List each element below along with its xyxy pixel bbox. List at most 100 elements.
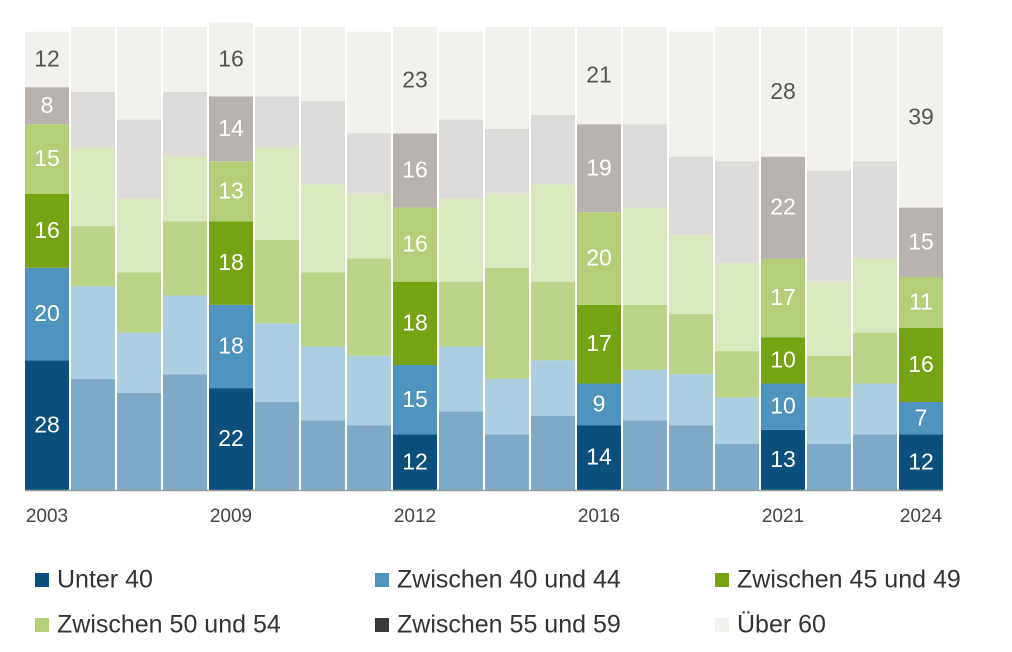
- value-label: 10: [770, 393, 796, 419]
- bar-segment: [899, 277, 943, 328]
- bar-segment: [577, 304, 621, 384]
- bar-segment: [531, 415, 575, 490]
- bar-segment: [393, 207, 437, 282]
- bar-segment: [807, 281, 851, 356]
- bar-segment: [853, 161, 897, 259]
- bar-segment: [715, 397, 759, 444]
- bar-segment: [117, 272, 161, 333]
- bar-segment: [347, 355, 391, 426]
- legend-marker: [35, 573, 49, 587]
- bar-segment: [439, 31, 483, 120]
- bar-segment: [163, 374, 207, 490]
- bar-segment: [485, 128, 529, 194]
- value-label: 12: [34, 45, 60, 71]
- bar-segment: [347, 425, 391, 490]
- value-label: 7: [915, 404, 928, 430]
- bar-segment: [761, 27, 805, 157]
- bar-segment: [25, 87, 69, 125]
- x-tick-label: 2024: [900, 506, 943, 527]
- value-label: 15: [908, 228, 934, 254]
- bar-segment: [439, 281, 483, 347]
- value-label: 22: [218, 425, 244, 451]
- value-label: 28: [770, 78, 796, 104]
- bar-segment: [669, 314, 713, 375]
- bar-segment: [669, 31, 713, 157]
- bar-segment: [853, 27, 897, 162]
- bar-segment: [577, 212, 621, 305]
- bar-segment: [393, 281, 437, 365]
- value-label: 20: [34, 300, 60, 326]
- value-label: 16: [908, 351, 934, 377]
- value-label: 16: [34, 217, 60, 243]
- value-label: 11: [909, 289, 933, 315]
- legend-label: Zwischen 55 und 59: [397, 611, 621, 639]
- legend-label: Zwischen 45 und 49: [737, 566, 961, 594]
- value-label: 39: [908, 103, 934, 129]
- bar-segment: [25, 124, 69, 194]
- bar-segment: [485, 27, 529, 129]
- bar-segment: [301, 272, 345, 347]
- bar-segment: [853, 434, 897, 490]
- value-label: 14: [586, 444, 612, 470]
- legend-marker: [715, 573, 729, 587]
- bar-segment: [301, 346, 345, 421]
- bar-segment: [531, 360, 575, 416]
- bar-segment: [347, 193, 391, 259]
- bar-segment: [71, 147, 115, 227]
- bar-segment: [485, 193, 529, 268]
- value-label: 12: [908, 448, 934, 474]
- bar-segment: [669, 235, 713, 315]
- bar-segment: [715, 161, 759, 264]
- bar-segment: [761, 258, 805, 338]
- bar-segment: [669, 156, 713, 236]
- bar-segment: [715, 443, 759, 490]
- legend-label: Zwischen 40 und 44: [397, 566, 621, 594]
- value-label: 21: [586, 62, 612, 88]
- bar-segment: [347, 31, 391, 134]
- bar-segment: [577, 425, 621, 490]
- bar-segment: [71, 286, 115, 379]
- bar-segment: [669, 425, 713, 490]
- bar-segment: [71, 91, 115, 148]
- bar-segment: [117, 119, 161, 199]
- bar-segment: [71, 226, 115, 287]
- bar-segment: [163, 295, 207, 375]
- bar-segment: [577, 124, 621, 213]
- bar-segment: [71, 378, 115, 490]
- legend-label: Über 60: [737, 611, 826, 639]
- bar-segment: [439, 198, 483, 282]
- bar-segment: [853, 332, 897, 384]
- bar-segment: [531, 184, 575, 282]
- bar-segment: [393, 27, 437, 134]
- bar-segment: [255, 147, 299, 240]
- value-label: 22: [770, 194, 796, 220]
- bar-segment: [669, 374, 713, 426]
- legend-marker: [715, 618, 729, 632]
- bar-segment: [439, 411, 483, 490]
- value-label: 9: [593, 390, 606, 416]
- value-label: 17: [770, 284, 796, 310]
- bar-segment: [439, 119, 483, 199]
- bar-segment: [531, 114, 575, 185]
- bar-segment: [301, 420, 345, 490]
- bar-segment: [807, 27, 851, 171]
- value-label: 13: [218, 177, 244, 203]
- bar-segment: [393, 133, 437, 208]
- bar-segment: [71, 27, 115, 92]
- bar-segment: [301, 101, 345, 185]
- value-label: 10: [770, 346, 796, 372]
- bar-segment: [485, 267, 529, 379]
- bar-segment: [807, 397, 851, 444]
- bar-segment: [715, 263, 759, 352]
- bar-segment: [163, 91, 207, 157]
- value-label: 15: [402, 386, 428, 412]
- bar-segment: [255, 27, 299, 97]
- legend-label: Unter 40: [57, 566, 153, 594]
- value-label: 18: [218, 249, 244, 275]
- bar-segment: [117, 332, 161, 393]
- value-label: 12: [402, 448, 428, 474]
- value-label: 16: [402, 157, 428, 183]
- bar-segment: [439, 346, 483, 412]
- value-label: 16: [218, 45, 244, 71]
- bar-segment: [715, 351, 759, 398]
